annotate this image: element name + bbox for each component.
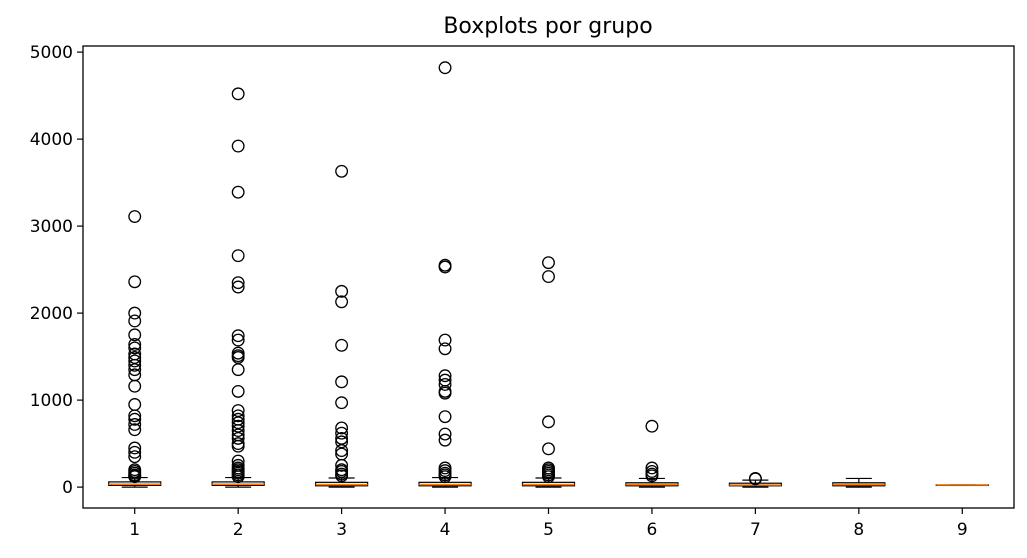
box-group-7 [728, 471, 782, 488]
flier-point [128, 328, 142, 342]
box-group-2 [211, 87, 265, 488]
x-axis: 1 2 3 4 5 6 7 8 9 [129, 508, 968, 540]
flier-point [128, 445, 142, 459]
flier-point [438, 378, 452, 391]
flier-point [438, 369, 452, 383]
box-group-5 [521, 256, 576, 488]
flier-point [128, 418, 142, 431]
plot-area [108, 61, 989, 488]
flier-point [335, 375, 349, 389]
flier-point [335, 426, 349, 440]
flier-point [231, 470, 245, 484]
flier-point [231, 329, 245, 343]
box-group-8 [832, 477, 886, 488]
flier-point [335, 469, 349, 483]
flier-point [438, 427, 452, 441]
y-tick-label: 1000 [30, 391, 73, 411]
flier-point [231, 280, 245, 294]
axes-frame [82, 45, 1015, 509]
flier-point [438, 260, 452, 274]
x-tick-label: 2 [233, 520, 244, 540]
y-tick-label: 0 [62, 478, 73, 498]
flier-point [438, 470, 452, 484]
box-group-3 [315, 164, 369, 488]
flier-point [128, 379, 142, 393]
flier-point [128, 341, 142, 355]
flier-point [438, 61, 452, 75]
flier-point [335, 444, 349, 458]
flier-point [128, 470, 142, 484]
flier-point [542, 470, 555, 484]
x-tick-label: 4 [440, 520, 451, 540]
flier-point [128, 423, 142, 437]
flier-point [231, 439, 245, 453]
flier-point [231, 249, 245, 263]
flier-point [128, 210, 142, 223]
flier-point [231, 384, 245, 398]
x-tick-label: 1 [129, 520, 140, 540]
flier-point [231, 431, 245, 445]
x-tick-label: 3 [336, 520, 347, 540]
flier-point [128, 337, 142, 351]
flier-point [128, 398, 142, 411]
flier-point [231, 87, 245, 101]
flier-point [438, 433, 452, 447]
flier-point [128, 275, 142, 289]
flier-point [128, 450, 142, 464]
flier-point [335, 164, 349, 178]
flier-point [335, 338, 349, 352]
flier-point [128, 409, 142, 423]
flier-point [438, 410, 452, 424]
box-group-4 [418, 61, 472, 488]
flier-point [542, 442, 555, 456]
y-tick-label: 4000 [30, 130, 73, 150]
flier-point [645, 461, 659, 475]
flier-point [231, 409, 245, 423]
x-tick-label: 9 [957, 520, 968, 540]
flier-point [231, 276, 245, 290]
x-tick-label: 5 [543, 520, 554, 540]
y-tick-label: 5000 [30, 43, 73, 63]
flier-point [438, 333, 452, 347]
flier-point [335, 421, 349, 435]
flier-point [128, 441, 142, 455]
box-group-1 [108, 210, 162, 488]
flier-point [128, 306, 142, 320]
y-tick-label: 3000 [30, 217, 73, 237]
flier-point [438, 342, 452, 356]
box-group-6 [625, 419, 679, 488]
flier-point [542, 270, 555, 284]
flier-point [438, 386, 452, 400]
flier-point [542, 256, 555, 270]
flier-point [128, 358, 142, 372]
flier-point [335, 284, 349, 298]
flier-point [335, 458, 349, 472]
flier-point [128, 314, 142, 328]
flier-point [748, 472, 762, 486]
flier-point [128, 354, 142, 368]
x-tick-label: 7 [750, 520, 761, 540]
flier-point [231, 363, 245, 377]
y-tick-label: 2000 [30, 304, 73, 324]
box-group-9 [935, 484, 989, 487]
flier-point [231, 333, 245, 347]
y-axis: 0 1000 2000 3000 4000 5000 [30, 43, 83, 498]
flier-point [335, 396, 349, 410]
flier-point [542, 415, 555, 429]
x-tick-label: 6 [647, 520, 658, 540]
flier-point [231, 139, 245, 153]
flier-point [231, 185, 245, 199]
flier-point [128, 412, 142, 426]
flier-point [645, 419, 659, 433]
flier-point [645, 469, 659, 483]
x-tick-label: 8 [853, 520, 864, 540]
chart-title: Boxplots por grupo [443, 14, 652, 39]
flier-point [128, 363, 142, 377]
flier-point [335, 295, 349, 309]
flier-point [231, 424, 245, 438]
